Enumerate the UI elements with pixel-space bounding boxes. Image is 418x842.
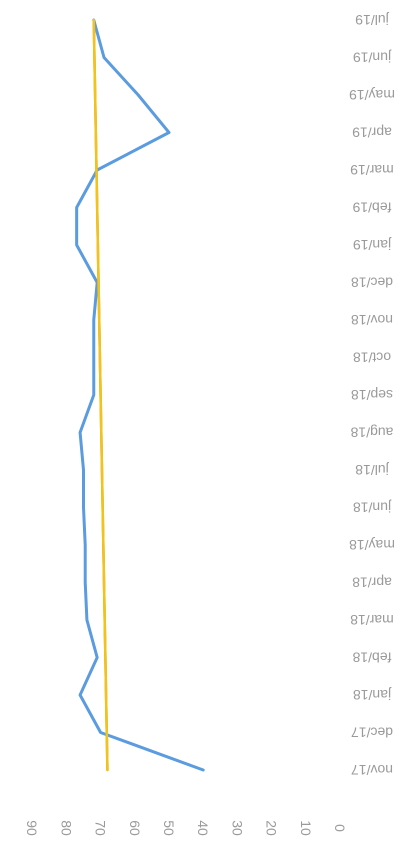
x-tick-label: apr/18 <box>352 575 392 591</box>
y-tick-label: 50 <box>161 820 177 836</box>
y-tick-label: 90 <box>24 820 40 836</box>
x-tick-label: oct/18 <box>353 350 391 366</box>
x-tick-label: jan/18 <box>353 687 392 703</box>
x-tick-labels: jul/19 jun/19 may/19 apr/19 mar/19 feb/19 jan/… <box>349 12 395 778</box>
y-tick-label: 30 <box>229 820 245 836</box>
x-tick-label: feb/18 <box>352 650 391 666</box>
x-tick-label: nov/17 <box>351 762 393 778</box>
x-tick-label: sep/18 <box>351 387 393 403</box>
y-tick-label: 10 <box>298 820 314 836</box>
y-tick-labels: 90 80 70 60 50 40 30 20 10 0 <box>24 820 348 836</box>
x-tick-label: apr/19 <box>352 125 392 141</box>
x-tick-label: feb/19 <box>352 200 391 216</box>
x-tick-label: nov/18 <box>351 312 393 328</box>
x-tick-label: aug/18 <box>350 425 393 441</box>
x-tick-label: may/19 <box>349 87 395 103</box>
y-tick-label: 60 <box>127 820 143 836</box>
x-tick-label: jun/19 <box>353 50 392 66</box>
x-tick-label: mar/18 <box>350 612 394 628</box>
y-tick-label: 0 <box>332 824 348 832</box>
x-tick-label: dec/17 <box>351 725 393 741</box>
x-tick-label: mar/19 <box>350 162 394 178</box>
x-tick-label: dec/18 <box>351 275 393 291</box>
y-tick-label: 40 <box>195 820 211 836</box>
x-tick-label: jul/18 <box>355 462 390 478</box>
x-tick-label: may/18 <box>349 537 395 553</box>
x-tick-label: jan/19 <box>353 237 392 253</box>
x-tick-label: jul/19 <box>355 12 390 28</box>
series-line-3 <box>92 18 109 772</box>
y-tick-label: 20 <box>264 820 280 836</box>
y-tick-label: 80 <box>58 820 74 836</box>
series-line-1 <box>75 18 205 772</box>
x-tick-label: jun/18 <box>353 500 392 516</box>
series-layer <box>75 18 205 772</box>
y-tick-label: 70 <box>93 820 109 836</box>
